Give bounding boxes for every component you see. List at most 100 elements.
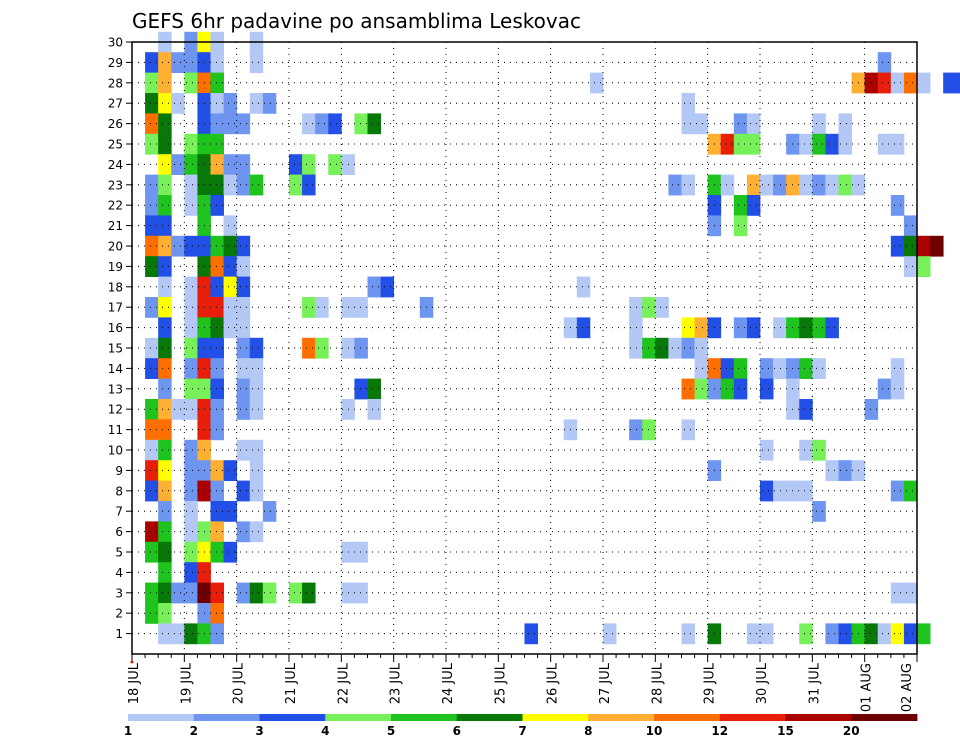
heatmap-cell xyxy=(734,358,747,379)
heatmap-cell xyxy=(224,460,237,481)
heatmap-cell xyxy=(917,236,930,257)
heatmap-cell xyxy=(224,215,237,236)
heatmap-cell xyxy=(812,113,825,134)
heatmap-cell xyxy=(211,236,224,257)
heatmap-cell xyxy=(237,297,250,318)
heatmap-cell xyxy=(237,481,250,502)
y-tick-label: 12 xyxy=(108,403,123,417)
y-tick-label: 21 xyxy=(108,219,123,233)
colorbar-segment xyxy=(654,714,720,721)
heatmap-cell xyxy=(878,379,891,400)
heatmap-cell xyxy=(171,399,184,420)
heatmap-cell xyxy=(682,338,695,359)
heatmap-cell xyxy=(158,379,171,400)
heatmap-cell xyxy=(237,236,250,257)
heatmap-cell xyxy=(171,93,184,114)
y-tick-label: 29 xyxy=(108,56,123,70)
x-tick-label: 22 JUL xyxy=(336,662,351,704)
heatmap-cell xyxy=(237,399,250,420)
heatmap-cell xyxy=(891,73,904,94)
heatmap-cell xyxy=(158,93,171,114)
y-tick-label: 4 xyxy=(115,566,123,580)
colorbar-segment xyxy=(457,714,523,721)
y-tick-label: 1 xyxy=(115,627,123,641)
y-tick-label: 30 xyxy=(108,36,123,50)
heatmap-cell xyxy=(158,603,171,624)
colorbar-segment xyxy=(786,714,852,721)
heatmap-cell xyxy=(315,113,328,134)
heatmap-cell xyxy=(250,93,263,114)
heatmap-cell xyxy=(734,113,747,134)
heatmap-cell xyxy=(682,317,695,338)
colorbar-segment xyxy=(260,714,326,721)
heatmap-cell xyxy=(171,623,184,644)
heatmap-cell xyxy=(302,113,315,134)
heatmap-cell xyxy=(734,317,747,338)
heatmap-cell xyxy=(747,175,760,196)
heatmap-cell xyxy=(158,501,171,522)
heatmap-cell xyxy=(891,134,904,155)
heatmap-cell xyxy=(747,113,760,134)
heatmap-cell xyxy=(224,317,237,338)
heatmap-cell xyxy=(211,338,224,359)
heatmap-cell xyxy=(682,175,695,196)
colorbar-label: 7 xyxy=(518,724,526,738)
x-tick-label: 28 JUL xyxy=(650,662,665,704)
y-tick-label: 22 xyxy=(108,199,123,213)
heatmap-cell xyxy=(237,338,250,359)
colorbar-label: 1 xyxy=(124,724,132,738)
heatmap-cell xyxy=(682,623,695,644)
y-axis: 1234567891011121314151617181920212223242… xyxy=(108,36,132,642)
heatmap-cell xyxy=(381,277,394,298)
heatmap-cell xyxy=(158,277,171,298)
heatmap-cell xyxy=(211,297,224,318)
heatmap-cell xyxy=(158,317,171,338)
heatmap-cell xyxy=(629,297,642,318)
x-tick-label: 24 JUL xyxy=(441,662,456,704)
heatmap-cell xyxy=(211,195,224,216)
heatmap-cell xyxy=(250,338,263,359)
heatmap-cell xyxy=(211,521,224,542)
heatmap-cell xyxy=(891,623,904,644)
heatmap-cell xyxy=(878,73,891,94)
heatmap-cell xyxy=(211,419,224,440)
colorbar-legend: 1 2 3 4 5 6 7 8 10 12 15 20 xyxy=(124,714,918,738)
heatmap-cell xyxy=(211,379,224,400)
heatmap-cell xyxy=(629,317,642,338)
heatmap-cell xyxy=(224,277,237,298)
x-tick-label: 29 JUL xyxy=(703,662,718,704)
heatmap-cell xyxy=(302,583,315,604)
heatmap-cell xyxy=(158,73,171,94)
heatmap-cell xyxy=(668,338,681,359)
colorbar-segment xyxy=(720,714,786,721)
heatmap-cell xyxy=(734,379,747,400)
colorbar-segment xyxy=(194,714,260,721)
heatmap-cell xyxy=(171,52,184,73)
heatmap-cell xyxy=(825,623,838,644)
colorbar-label: 8 xyxy=(584,724,592,738)
chart-title: GEFS 6hr padavine po ansamblima Leskovac xyxy=(132,9,581,33)
heatmap-cell xyxy=(904,623,917,644)
heatmap-cell xyxy=(590,73,603,94)
heatmap-cell xyxy=(812,317,825,338)
heatmap-cell xyxy=(237,583,250,604)
heatmap-cell xyxy=(825,460,838,481)
colorbar-label: 4 xyxy=(321,724,329,738)
heatmap-cell xyxy=(158,562,171,583)
heatmap-cell xyxy=(354,297,367,318)
heatmap-cell xyxy=(812,134,825,155)
heatmap-cell xyxy=(158,440,171,461)
colorbar-segment xyxy=(391,714,457,721)
heatmap-cell xyxy=(250,379,263,400)
colorbar-label: 5 xyxy=(387,724,395,738)
heatmap-cell xyxy=(354,379,367,400)
heatmap-cell xyxy=(773,317,786,338)
y-tick-label: 11 xyxy=(108,423,123,437)
heatmap-cell xyxy=(224,154,237,175)
y-tick-label: 15 xyxy=(108,342,123,356)
heatmap-cell xyxy=(773,358,786,379)
y-tick-label: 25 xyxy=(108,138,123,152)
heatmap-cell xyxy=(354,338,367,359)
y-tick-label: 10 xyxy=(108,444,123,458)
heatmap-cell xyxy=(525,623,538,644)
